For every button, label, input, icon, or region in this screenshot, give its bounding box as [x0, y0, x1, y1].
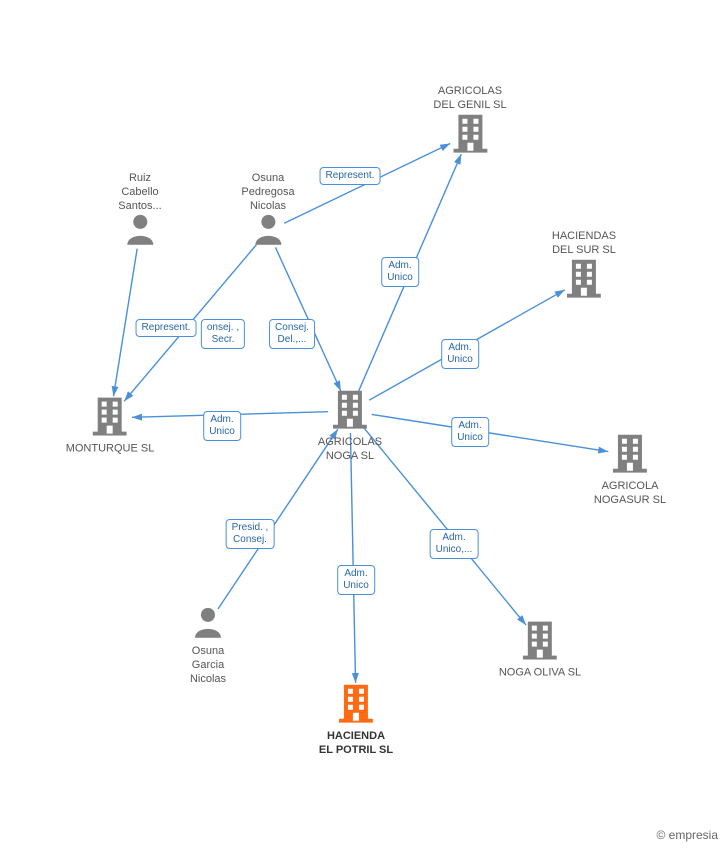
edge-label: Adm. Unico [381, 257, 419, 287]
building-icon [613, 433, 647, 473]
edge-label: Adm. Unico [451, 417, 489, 447]
node-label: HACIENDAS DEL SUR SL [552, 230, 616, 258]
edge-label: Represent. [320, 167, 381, 185]
edge-label: onsej. , Secr. [201, 319, 245, 349]
diagram-canvas: AGRICOLAS DEL GENIL SL Ruiz Cabello Sant… [0, 0, 728, 850]
node-noga_oliva[interactable]: NOGA OLIVA SL [499, 620, 581, 681]
node-label: Ruiz Cabello Santos... [118, 172, 161, 213]
person-icon [193, 606, 223, 638]
node-label: AGRICOLAS NOGA SL [318, 436, 382, 464]
node-label: AGRICOLA NOGASUR SL [594, 480, 666, 508]
node-haciendas_sur[interactable]: HACIENDAS DEL SUR SL [552, 228, 616, 303]
edge-line [364, 428, 526, 625]
building-icon [333, 389, 367, 429]
edge-label: Adm. Unico [203, 411, 241, 441]
node-hacienda_potril[interactable]: HACIENDA EL POTRIL SL [319, 683, 393, 758]
node-label: Osuna Garcia Nicolas [190, 645, 226, 686]
edge-arrowhead [352, 673, 359, 683]
edge-label: Adm. Unico [337, 565, 375, 595]
edge-label: Presid. , Consej. [226, 519, 275, 549]
edge-line [372, 414, 609, 451]
node-osuna_pedregosa[interactable]: Osuna Pedregosa Nicolas [241, 170, 294, 250]
building-icon [339, 683, 373, 723]
building-icon [567, 257, 601, 297]
building-icon [93, 396, 127, 436]
node-osuna_garcia[interactable]: Osuna Garcia Nicolas [190, 606, 226, 686]
edge-label: Consej. Del.,... [269, 319, 315, 349]
node-label: AGRICOLAS DEL GENIL SL [433, 85, 506, 113]
building-icon [453, 112, 487, 152]
node-label: NOGA OLIVA SL [499, 667, 581, 681]
node-label: HACIENDA EL POTRIL SL [319, 730, 393, 758]
edge-label: Adm. Unico,... [430, 529, 479, 559]
node-label: Osuna Pedregosa Nicolas [241, 172, 294, 213]
node-monturque[interactable]: MONTURQUE SL [66, 396, 155, 457]
person-icon [125, 213, 155, 245]
node-agricolas_genil[interactable]: AGRICOLAS DEL GENIL SL [433, 83, 506, 158]
person-icon [253, 213, 283, 245]
copyright-text: © empresia [656, 828, 718, 842]
building-icon [523, 620, 557, 660]
node-agricola_nogasur[interactable]: AGRICOLA NOGASUR SL [594, 433, 666, 508]
edge-label: Represent. [136, 319, 197, 337]
node-agricolas_noga[interactable]: AGRICOLAS NOGA SL [318, 389, 382, 464]
node-label: MONTURQUE SL [66, 443, 155, 457]
edge-label: Adm. Unico [441, 339, 479, 369]
edge-line [350, 433, 355, 683]
node-ruiz[interactable]: Ruiz Cabello Santos... [118, 170, 161, 250]
edge-line [113, 249, 137, 397]
